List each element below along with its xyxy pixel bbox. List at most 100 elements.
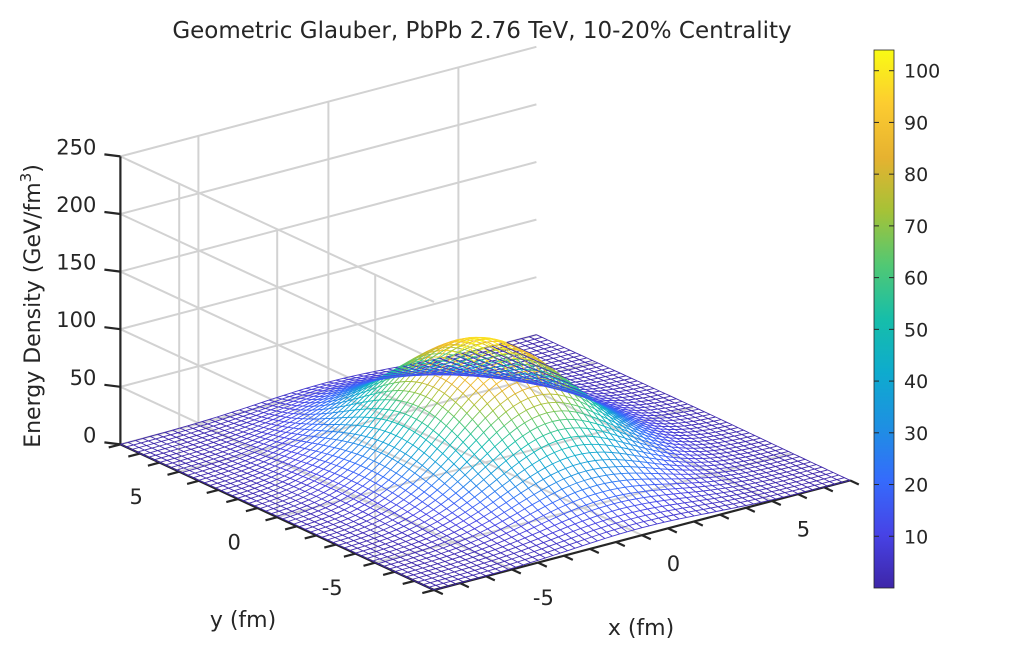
mesh-segment	[388, 532, 395, 537]
mesh-segment	[293, 440, 302, 447]
mesh-segment	[640, 385, 649, 389]
mesh-segment	[473, 396, 483, 406]
mesh-segment	[568, 447, 576, 456]
mesh-segment	[842, 479, 851, 483]
mesh-segment	[530, 541, 537, 546]
mesh-segment	[751, 489, 759, 493]
mesh-segment	[438, 349, 445, 354]
mesh-segment	[464, 337, 471, 339]
mesh-segment	[365, 371, 374, 374]
mesh-segment	[645, 513, 654, 516]
mesh-segment	[490, 351, 499, 356]
mesh-segment	[282, 477, 291, 483]
mesh-segment	[231, 411, 238, 415]
mesh-segment	[252, 492, 259, 497]
mesh-segment	[271, 510, 280, 515]
mesh-segment	[506, 529, 514, 534]
mesh-segment	[556, 516, 563, 523]
mesh-segment	[513, 401, 521, 407]
mesh-segment	[614, 383, 623, 386]
mesh-segment	[187, 474, 194, 479]
mesh-segment	[358, 467, 367, 476]
mesh-segment	[155, 436, 164, 440]
mesh-segment	[513, 497, 520, 504]
mesh-segment	[519, 556, 526, 560]
mesh-segment	[814, 466, 823, 470]
mesh-segment	[581, 489, 589, 497]
mesh-segment	[502, 566, 509, 570]
mesh-segment	[360, 426, 369, 436]
mesh-segment	[500, 453, 507, 462]
mesh-segment	[314, 498, 322, 503]
mesh-segment	[489, 520, 496, 526]
mesh-segment	[369, 393, 376, 396]
mesh-segment	[278, 420, 285, 423]
mesh-segment	[200, 423, 208, 427]
mesh-segment	[270, 423, 277, 426]
mesh-segment	[364, 504, 371, 509]
mesh-segment	[551, 344, 559, 348]
mesh-segment	[385, 540, 393, 545]
mesh-segment	[638, 514, 646, 518]
mesh-segment	[561, 518, 570, 523]
mesh-segment	[295, 496, 304, 501]
mesh-segment	[402, 361, 409, 366]
mesh-segment	[414, 472, 421, 478]
mesh-segment	[569, 445, 577, 448]
mesh-segment	[366, 467, 373, 472]
mesh-segment	[728, 446, 737, 449]
mesh-segment	[235, 431, 244, 436]
mesh-segment	[591, 478, 598, 486]
mesh-segment	[458, 367, 467, 371]
mesh-segment	[191, 465, 198, 469]
mesh-segment	[712, 438, 720, 441]
mesh-segment	[217, 482, 224, 487]
mesh-segment	[313, 436, 320, 438]
mesh-segment	[526, 526, 535, 532]
mesh-segment	[472, 532, 481, 537]
mesh-segment	[284, 451, 292, 457]
mesh-segment	[436, 448, 443, 454]
mesh-segment	[634, 527, 643, 531]
mesh-segment	[505, 411, 512, 421]
mesh-segment	[364, 446, 371, 449]
mesh-segment	[239, 441, 246, 444]
mesh-segment	[440, 342, 447, 347]
mesh-segment	[706, 480, 715, 483]
mesh-segment	[563, 478, 570, 487]
mesh-segment	[641, 439, 650, 443]
mesh-segment	[304, 510, 311, 515]
mesh-segment	[415, 567, 423, 571]
mesh-segment	[643, 496, 652, 499]
mesh-segment	[364, 476, 371, 481]
mesh-segment	[520, 550, 528, 555]
mesh-segment	[377, 466, 386, 475]
mesh-segment	[254, 452, 261, 455]
mesh-segment	[289, 418, 298, 423]
mesh-segment	[552, 463, 559, 472]
mesh-segment	[252, 406, 260, 410]
mesh-segment	[561, 485, 570, 490]
mesh-segment	[663, 459, 672, 462]
mesh-segment	[269, 482, 276, 486]
mesh-segment	[529, 426, 538, 432]
mesh-segment	[377, 473, 384, 478]
mesh-segment	[603, 392, 612, 394]
mesh-segment	[567, 495, 574, 503]
mesh-segment	[228, 420, 234, 424]
mesh-segment	[166, 443, 173, 447]
mesh-segment	[390, 423, 399, 434]
mesh-segment	[293, 423, 302, 429]
mesh-segment	[503, 419, 512, 427]
mesh-segment	[580, 463, 587, 472]
mesh-segment	[289, 497, 296, 501]
mesh-segment	[390, 469, 397, 474]
mesh-segment	[743, 459, 752, 462]
mesh-segment	[161, 457, 168, 461]
mesh-segment	[295, 480, 302, 484]
mesh-segment	[220, 420, 229, 425]
mesh-segment	[247, 490, 254, 494]
mesh-segment	[375, 408, 384, 419]
mesh-segment	[572, 530, 580, 536]
mesh-segment	[345, 502, 352, 507]
